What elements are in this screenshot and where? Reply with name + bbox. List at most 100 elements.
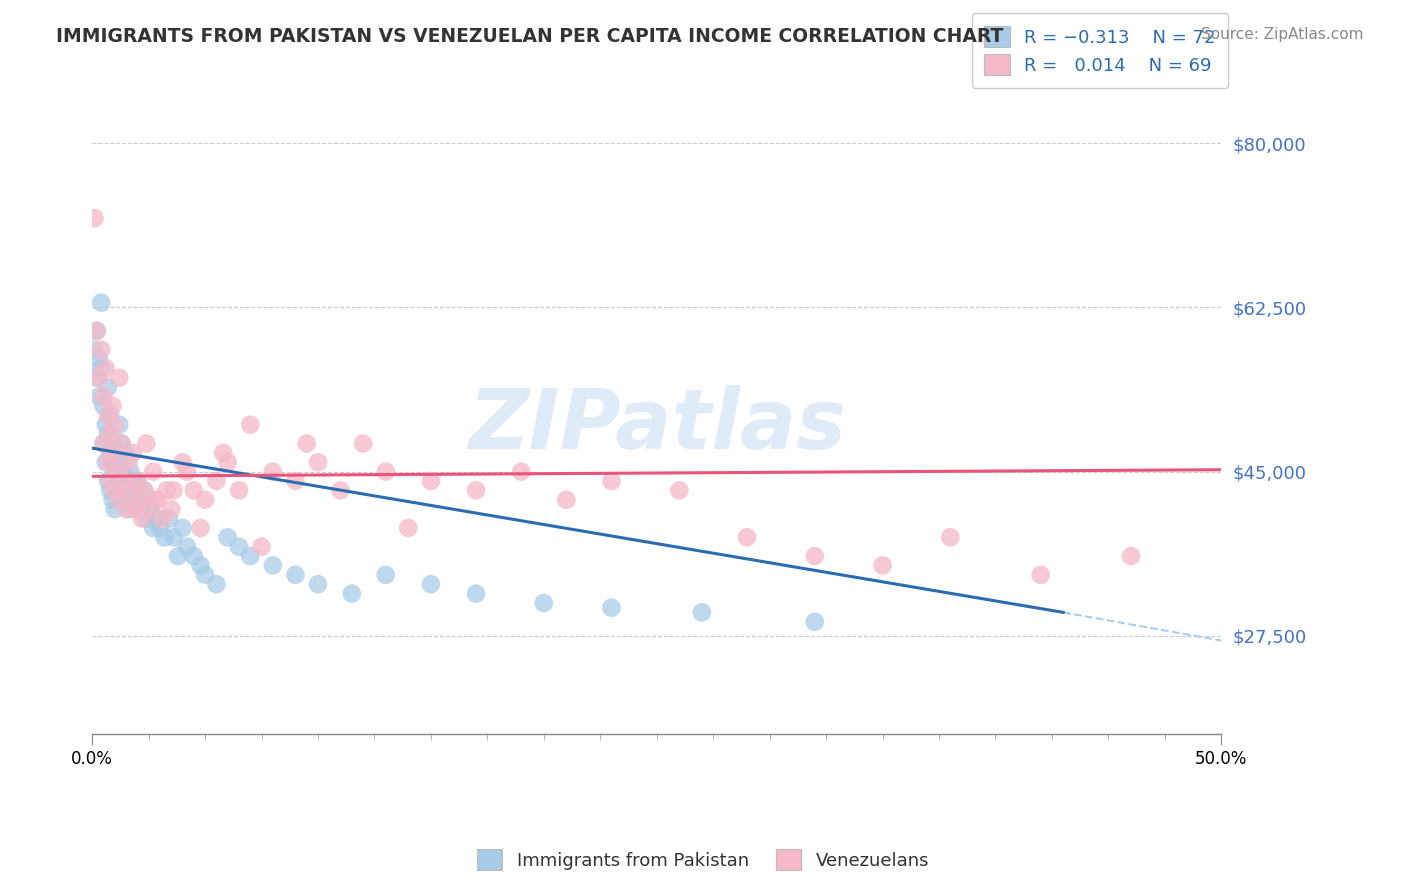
Point xyxy=(110,436,132,450)
Point xyxy=(668,483,690,498)
Point xyxy=(138,492,160,507)
Point xyxy=(533,596,555,610)
Point xyxy=(939,530,962,544)
Point xyxy=(239,549,262,563)
Point xyxy=(120,465,142,479)
Point xyxy=(295,436,318,450)
Point xyxy=(194,567,217,582)
Point xyxy=(157,511,180,525)
Point xyxy=(124,502,146,516)
Point xyxy=(105,446,128,460)
Point xyxy=(105,465,128,479)
Point xyxy=(146,492,169,507)
Point xyxy=(172,521,194,535)
Point xyxy=(112,465,135,479)
Point xyxy=(108,455,131,469)
Point xyxy=(804,615,827,629)
Point xyxy=(127,474,149,488)
Point xyxy=(87,351,110,366)
Point xyxy=(120,483,142,498)
Point xyxy=(86,324,108,338)
Point xyxy=(250,540,273,554)
Point xyxy=(194,492,217,507)
Point xyxy=(419,577,441,591)
Point xyxy=(153,530,176,544)
Point xyxy=(90,361,112,376)
Point xyxy=(340,586,363,600)
Point xyxy=(87,390,110,404)
Point xyxy=(101,436,124,450)
Point xyxy=(93,399,115,413)
Point xyxy=(110,474,132,488)
Point xyxy=(117,483,139,498)
Point xyxy=(510,465,533,479)
Point xyxy=(149,521,172,535)
Point xyxy=(284,474,307,488)
Point xyxy=(104,502,127,516)
Text: Source: ZipAtlas.com: Source: ZipAtlas.com xyxy=(1201,27,1364,42)
Point xyxy=(104,465,127,479)
Point xyxy=(108,492,131,507)
Point xyxy=(121,446,143,460)
Point xyxy=(145,511,167,525)
Point xyxy=(465,586,488,600)
Point xyxy=(90,295,112,310)
Point xyxy=(239,417,262,432)
Point xyxy=(97,427,120,442)
Point xyxy=(131,511,153,525)
Point xyxy=(142,465,165,479)
Point xyxy=(183,483,205,498)
Point xyxy=(83,211,105,226)
Point xyxy=(139,502,162,516)
Point xyxy=(307,455,329,469)
Point xyxy=(94,417,117,432)
Point xyxy=(134,483,156,498)
Point xyxy=(374,465,396,479)
Point xyxy=(690,606,713,620)
Point xyxy=(162,483,184,498)
Point xyxy=(329,483,352,498)
Point xyxy=(115,502,138,516)
Point xyxy=(150,511,173,525)
Legend: Immigrants from Pakistan, Venezuelans: Immigrants from Pakistan, Venezuelans xyxy=(464,837,942,883)
Point xyxy=(142,521,165,535)
Point xyxy=(167,549,190,563)
Point xyxy=(97,380,120,394)
Point xyxy=(108,417,131,432)
Point xyxy=(735,530,758,544)
Point xyxy=(97,409,120,423)
Point xyxy=(131,502,153,516)
Point xyxy=(86,370,108,384)
Text: ZIPatlas: ZIPatlas xyxy=(468,385,845,467)
Point xyxy=(1029,567,1052,582)
Point xyxy=(94,361,117,376)
Point xyxy=(112,474,135,488)
Point xyxy=(127,474,149,488)
Point xyxy=(145,492,167,507)
Point xyxy=(104,483,127,498)
Point xyxy=(98,474,121,488)
Point xyxy=(115,474,138,488)
Point xyxy=(101,455,124,469)
Point xyxy=(93,436,115,450)
Point xyxy=(465,483,488,498)
Point xyxy=(93,390,115,404)
Point xyxy=(98,409,121,423)
Point xyxy=(138,502,160,516)
Point xyxy=(98,446,121,460)
Point xyxy=(83,343,105,357)
Point xyxy=(101,492,124,507)
Point xyxy=(93,436,115,450)
Point xyxy=(101,446,124,460)
Point xyxy=(205,474,228,488)
Point xyxy=(97,455,120,469)
Point xyxy=(374,567,396,582)
Point xyxy=(262,558,284,573)
Point xyxy=(176,540,198,554)
Point xyxy=(396,521,419,535)
Point xyxy=(352,436,374,450)
Point xyxy=(600,600,623,615)
Point xyxy=(190,521,212,535)
Point xyxy=(600,474,623,488)
Point xyxy=(94,455,117,469)
